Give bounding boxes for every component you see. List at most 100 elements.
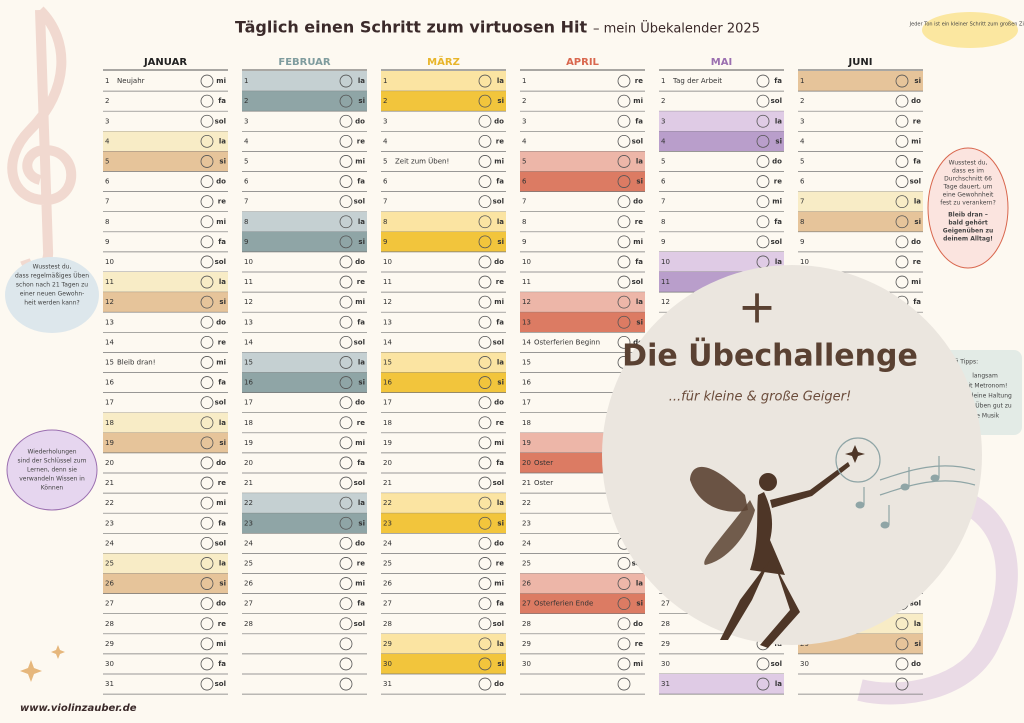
day-highlight [381, 352, 506, 373]
day-highlight [103, 292, 228, 313]
day-number: 12 [105, 298, 114, 306]
syllable: do [911, 238, 921, 246]
syllable: fa [357, 459, 365, 467]
day-number: 10 [800, 258, 809, 266]
check-circle [895, 255, 909, 269]
tip-line: Geigenüben zu [943, 228, 993, 235]
syllable: mi [494, 580, 504, 588]
day-highlight [103, 432, 228, 453]
syllable: do [911, 97, 921, 105]
day-number: 1 [522, 77, 526, 85]
check-circle [200, 456, 214, 470]
tip-line: Lernen, denn sie [27, 467, 77, 474]
check-circle [617, 155, 631, 168]
syllable: sol [632, 278, 643, 286]
syllable: si [775, 137, 782, 145]
syllable: re [357, 419, 365, 427]
day-number: 5 [661, 157, 665, 165]
check-circle [478, 577, 492, 590]
check-circle [617, 577, 631, 590]
day-number: 13 [105, 318, 114, 326]
syllable: si [358, 519, 365, 527]
day-number: 13 [522, 318, 531, 326]
check-circle [478, 396, 492, 410]
check-circle [339, 577, 353, 590]
day-highlight [659, 251, 784, 272]
day-number: 2 [522, 97, 526, 105]
day-note: Osterferien Ende [534, 600, 593, 608]
day-number: 10 [661, 258, 670, 266]
syllable: mi [772, 198, 782, 206]
day-number: 22 [105, 499, 114, 507]
check-circle [339, 597, 353, 611]
check-circle [339, 195, 353, 209]
check-circle [617, 597, 631, 611]
tip-line: heit werden kann? [24, 300, 79, 307]
syllable: mi [355, 439, 365, 447]
day-number: 28 [661, 620, 670, 628]
day-number: 23 [522, 519, 531, 527]
check-circle [200, 255, 214, 269]
day-highlight [381, 633, 506, 654]
day-number: 14 [383, 338, 392, 346]
day-highlight [242, 372, 367, 393]
check-circle [200, 175, 214, 188]
day-number: 9 [244, 238, 248, 246]
check-circle [756, 155, 770, 168]
syllable: sol [354, 338, 365, 346]
check-circle [200, 74, 214, 88]
day-note: Oster [534, 479, 553, 487]
syllable: si [358, 379, 365, 387]
day-number: 13 [383, 318, 392, 326]
day-highlight [520, 593, 645, 614]
check-circle [617, 235, 631, 249]
check-circle [200, 597, 214, 611]
day-number: 31 [105, 680, 114, 688]
syllable: fa [218, 519, 226, 527]
day-highlight [520, 171, 645, 192]
check-circle [756, 114, 770, 128]
syllable: re [357, 559, 365, 567]
check-circle [895, 275, 909, 289]
day-number: 1 [105, 77, 109, 85]
day-number: 25 [105, 559, 114, 567]
day-highlight [381, 71, 506, 92]
day-number: 30 [522, 660, 531, 668]
check-circle [200, 577, 214, 590]
day-number: 6 [522, 178, 527, 186]
syllable: si [497, 97, 504, 105]
check-circle [339, 74, 353, 88]
check-circle [339, 235, 353, 249]
day-number: 4 [105, 137, 110, 145]
check-circle [200, 536, 214, 550]
syllable: la [358, 358, 365, 366]
check-circle [478, 637, 492, 651]
day-number: 28 [522, 620, 531, 628]
day-number: 14 [244, 338, 253, 346]
day-number: 29 [522, 640, 531, 648]
syllable: fa [496, 318, 504, 326]
day-number: 17 [105, 399, 114, 407]
day-number: 9 [522, 238, 526, 246]
day-number: 16 [383, 379, 392, 387]
syllable: do [216, 318, 226, 326]
day-number: 1 [383, 77, 387, 85]
check-circle [617, 335, 631, 349]
day-number: 15 [105, 358, 114, 366]
syllable: si [358, 238, 365, 246]
syllable: re [496, 137, 504, 145]
check-circle [478, 315, 492, 329]
syllable: sol [771, 97, 782, 105]
check-circle [478, 376, 492, 389]
tip-text: Wusstest du, dass regelmäßiges Üben schon … [15, 264, 89, 307]
tip-bubble [922, 12, 1018, 48]
check-circle [617, 275, 631, 289]
check-circle [617, 255, 631, 269]
check-circle [478, 295, 492, 309]
syllable: mi [633, 660, 643, 668]
syllable: la [636, 298, 643, 306]
check-circle [478, 356, 492, 369]
check-circle [617, 74, 631, 88]
title: Täglich einen Schritt zum virtuosen Hit [235, 18, 587, 37]
